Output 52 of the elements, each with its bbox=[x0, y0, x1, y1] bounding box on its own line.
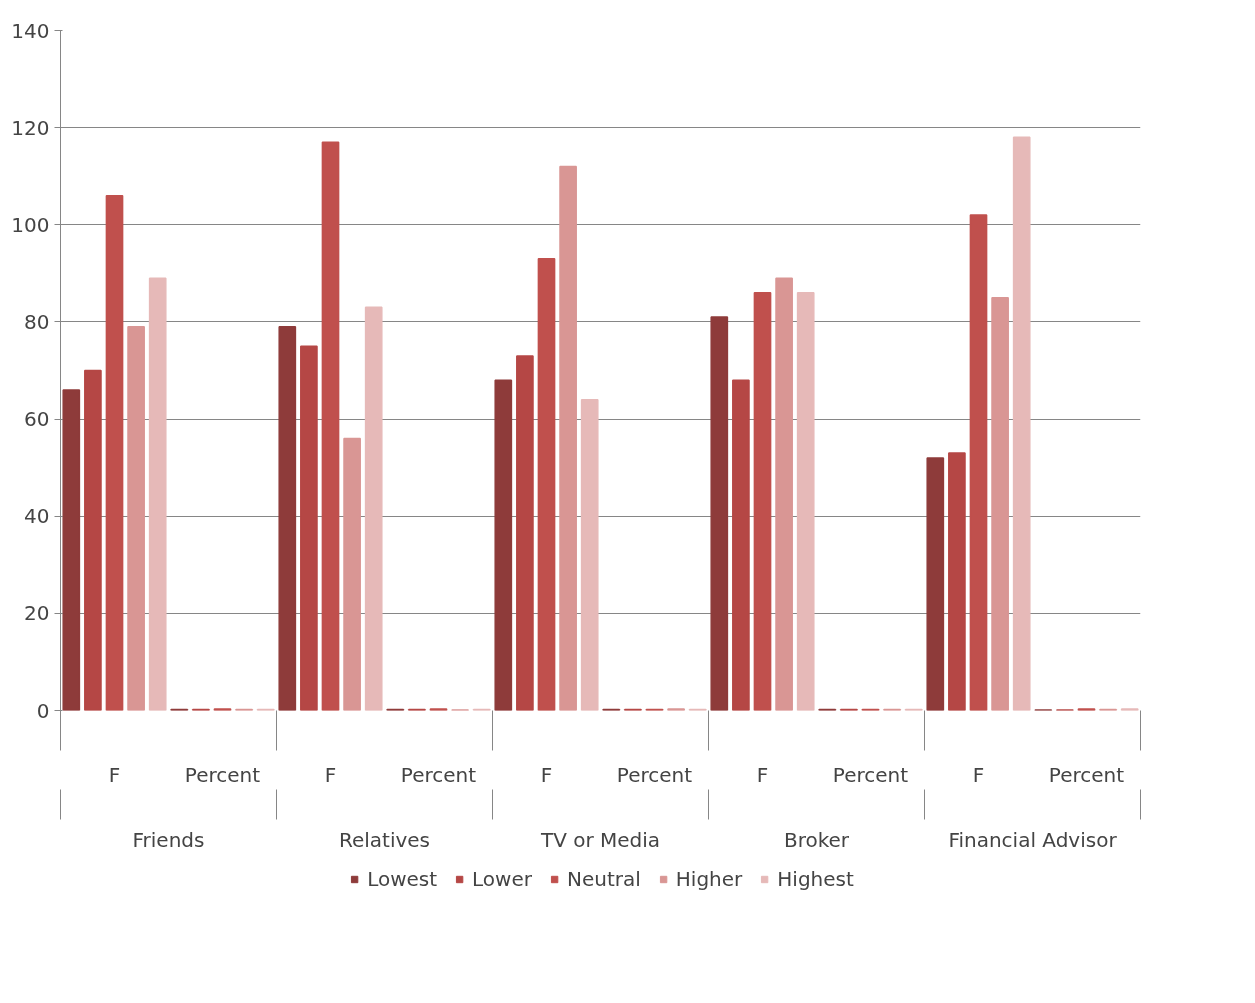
bar bbox=[127, 326, 145, 711]
text: Friends bbox=[132, 827, 205, 852]
text: Broker bbox=[783, 827, 850, 852]
bar bbox=[516, 355, 534, 711]
x-tick-label: F bbox=[324, 762, 337, 787]
legend-label: Lower bbox=[472, 867, 532, 891]
bar bbox=[969, 214, 988, 711]
bar bbox=[710, 316, 729, 711]
bar bbox=[62, 389, 81, 711]
bar bbox=[991, 296, 1009, 711]
y-tick-label: 100 bbox=[11, 212, 50, 237]
bar bbox=[148, 277, 167, 711]
y-tick-label: 140 bbox=[11, 18, 50, 43]
x-tick-label: Percent bbox=[616, 762, 693, 787]
bar bbox=[732, 379, 750, 711]
bar bbox=[559, 165, 577, 711]
y-tick-label: 120 bbox=[11, 115, 50, 140]
bar bbox=[278, 326, 297, 711]
x-tick-label: Percent bbox=[1048, 762, 1125, 787]
x-tick-label: F bbox=[972, 762, 985, 787]
bar bbox=[321, 141, 340, 711]
x-tick-label: Percent bbox=[400, 762, 477, 787]
bar bbox=[105, 194, 124, 711]
legend-label: Neutral bbox=[567, 867, 641, 891]
x-tick-label: F bbox=[108, 762, 121, 787]
legend-label: Higher bbox=[675, 867, 743, 891]
text: Financial Advisor bbox=[948, 827, 1118, 852]
text: TV or Media bbox=[539, 827, 661, 852]
y-tick-label: 0 bbox=[36, 698, 50, 723]
bar bbox=[364, 306, 383, 711]
bar bbox=[580, 398, 599, 711]
text: Relatives bbox=[338, 827, 431, 852]
bar bbox=[796, 292, 815, 711]
y-tick-label: 60 bbox=[24, 407, 50, 432]
bar bbox=[1012, 136, 1031, 711]
legend-label: Lowest bbox=[367, 867, 438, 891]
x-tick-label: F bbox=[540, 762, 553, 787]
y-tick-label: 40 bbox=[24, 504, 50, 529]
bar bbox=[300, 345, 318, 711]
bar bbox=[343, 437, 361, 711]
x-tick-label: Percent bbox=[832, 762, 909, 787]
y-tick-label: 20 bbox=[24, 601, 50, 626]
x-tick-label: Percent bbox=[184, 762, 261, 787]
bar bbox=[775, 277, 793, 711]
bar bbox=[84, 369, 102, 711]
bar bbox=[753, 292, 772, 711]
y-tick-label: 80 bbox=[24, 309, 50, 334]
legend-label: Highest bbox=[777, 867, 854, 891]
x-tick-label: F bbox=[756, 762, 769, 787]
bar bbox=[494, 379, 513, 711]
bar bbox=[537, 258, 556, 711]
bar bbox=[948, 452, 966, 711]
